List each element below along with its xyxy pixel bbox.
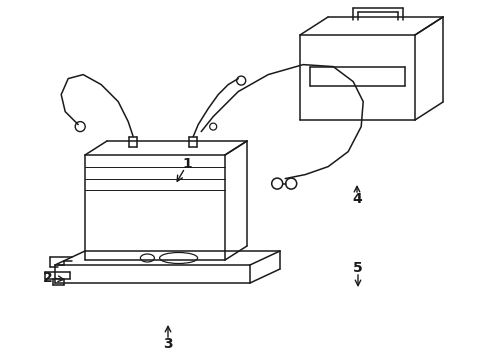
Text: 2: 2 [43, 270, 53, 284]
Text: 3: 3 [163, 337, 172, 351]
Text: 5: 5 [352, 261, 362, 275]
Text: 1: 1 [182, 157, 192, 171]
Text: 4: 4 [351, 192, 361, 206]
